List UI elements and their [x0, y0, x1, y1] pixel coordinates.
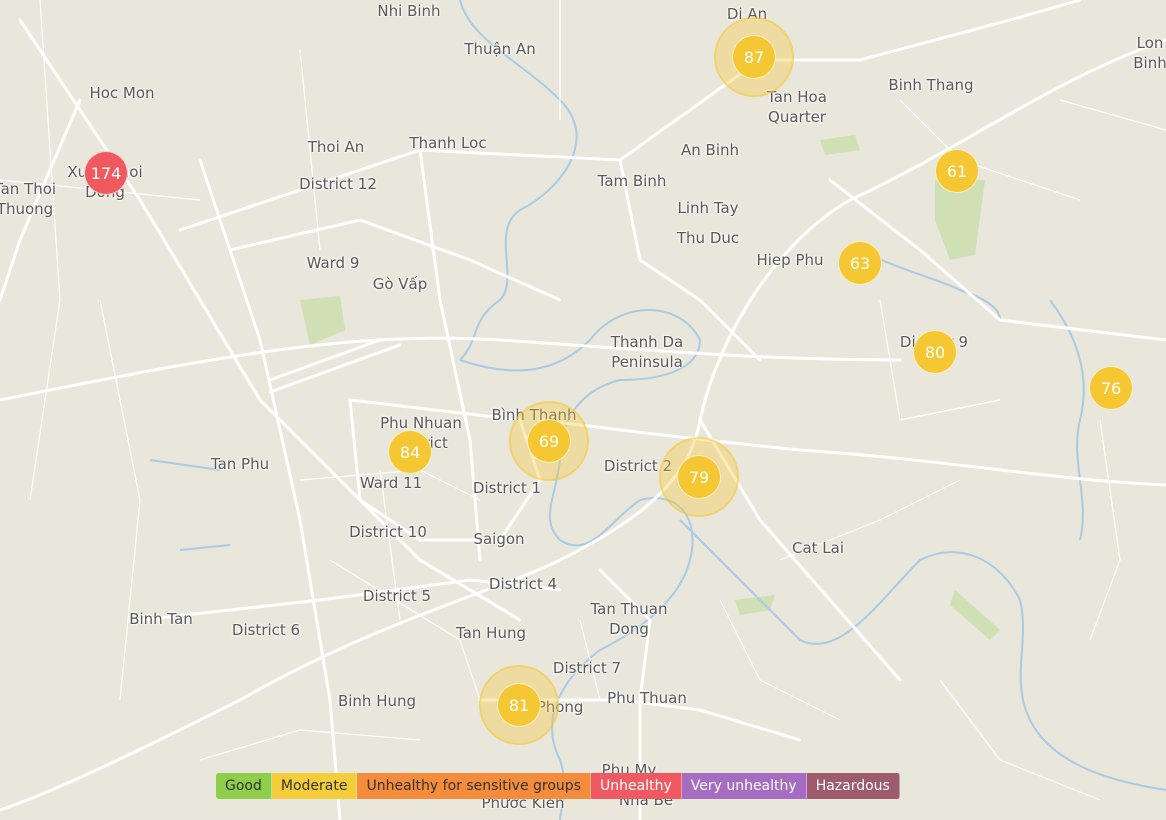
place-label: District 6 [231, 621, 301, 639]
legend-item: Moderate [271, 773, 358, 799]
marker-dot[interactable]: 79 [677, 455, 721, 499]
aqi-marker[interactable]: 69 [509, 401, 589, 481]
aqi-marker[interactable]: 79 [659, 437, 739, 517]
place-label: Hoc Mon [89, 84, 155, 102]
aqi-marker[interactable]: 76 [1089, 366, 1133, 410]
place-label: Thuận An [464, 40, 536, 58]
marker-dot[interactable]: 61 [935, 149, 979, 193]
legend-item: Unhealthy for sensitive groups [357, 773, 591, 799]
aqi-marker[interactable]: 87 [714, 17, 794, 97]
place-label: Binh Thang [888, 76, 974, 94]
marker-dot[interactable]: 69 [527, 419, 571, 463]
place-label: District 4 [488, 575, 558, 593]
aqi-marker[interactable]: 80 [913, 330, 957, 374]
place-label: Ward 9 [306, 254, 360, 272]
place-label: Linh Tay [677, 199, 739, 217]
place-label: Tan Hung [456, 624, 526, 642]
place-label: District 12 [299, 175, 377, 193]
marker-dot[interactable]: 84 [388, 430, 432, 474]
place-label: District 10 [349, 523, 427, 541]
place-label: Binh Hung [337, 692, 417, 710]
place-label: Thanh Loc [409, 134, 487, 152]
place-label: Tan Thuan Dong [590, 600, 668, 638]
place-label: Ward 11 [359, 474, 423, 492]
place-label: Gò Vấp [372, 275, 428, 293]
place-label: Tan Thoi Thuong [0, 180, 57, 218]
place-label: Cat Lai [791, 539, 845, 557]
place-label: Thanh Da Peninsula [610, 333, 684, 371]
legend-item: Good [216, 773, 272, 799]
place-label: An Binh [680, 141, 740, 159]
marker-dot[interactable]: 80 [913, 330, 957, 374]
aqi-marker[interactable]: 81 [479, 665, 559, 745]
place-label: Hiep Phu [756, 251, 824, 269]
place-label: Tam Binh [597, 172, 667, 190]
legend-item: Hazardous [806, 773, 900, 799]
aqi-marker[interactable]: 61 [935, 149, 979, 193]
place-label: District 5 [362, 587, 432, 605]
marker-dot[interactable]: 174 [84, 151, 128, 195]
marker-dot[interactable]: 81 [497, 683, 541, 727]
place-label: Binh Tan [129, 610, 193, 628]
aqi-marker[interactable]: 84 [388, 430, 432, 474]
place-label: Tan Hoa Quarter [767, 88, 827, 126]
legend-item: Unhealthy [591, 773, 682, 799]
marker-halo [509, 401, 589, 481]
aqi-legend: Good Moderate Unhealthy for sensitive grou… [216, 773, 900, 799]
marker-dot[interactable]: 76 [1089, 366, 1133, 410]
place-label: Thoi An [307, 138, 365, 156]
place-label: Thu Duc [676, 229, 740, 247]
legend-item: Very unhealthy [681, 773, 807, 799]
aqi-marker[interactable]: 174 [84, 151, 128, 195]
place-label: Nhi Binh [377, 2, 441, 20]
aqi-marker[interactable]: 63 [838, 241, 882, 285]
place-label: District 1 [472, 479, 542, 497]
place-label: Phu Thuan [607, 689, 687, 707]
place-label: Saigon [473, 530, 525, 548]
marker-dot[interactable]: 87 [732, 35, 776, 79]
place-label: Lon Binh [1133, 34, 1166, 72]
place-label: Tan Phu [210, 455, 270, 473]
marker-dot[interactable]: 63 [838, 241, 882, 285]
place-label: District 7 [552, 659, 622, 677]
